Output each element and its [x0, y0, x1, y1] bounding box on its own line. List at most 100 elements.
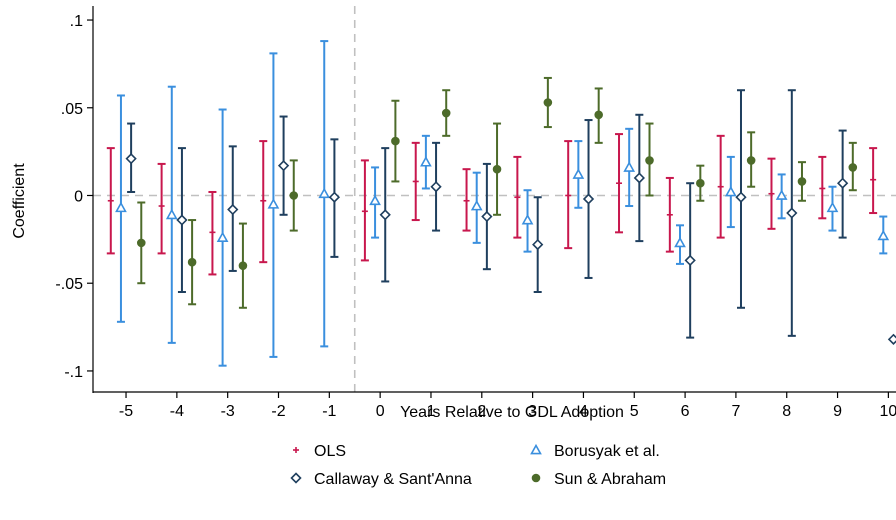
x-tick-label: 3: [528, 403, 537, 420]
point-estimate: [887, 333, 896, 345]
point-estimate: [136, 238, 146, 248]
point-estimate: [289, 191, 299, 200]
point-estimate: [430, 181, 442, 193]
point-estimate: [724, 185, 737, 197]
legend-marker: [293, 447, 299, 453]
point-estimate: [543, 98, 553, 107]
point-estimate: [786, 207, 798, 219]
point-estimate: [391, 136, 400, 146]
point-estimate: [674, 236, 686, 248]
point-estimate: [684, 254, 696, 267]
point-estimate: [379, 209, 391, 221]
point-estimate: [837, 177, 849, 189]
point-estimate: [260, 197, 267, 204]
point-estimate: [633, 172, 645, 184]
point-estimate: [797, 177, 807, 186]
legend-label: Sun & Abraham: [554, 471, 666, 488]
point-estimate: [412, 178, 419, 185]
point-estimate: [877, 229, 890, 241]
point-estimate: [125, 153, 137, 165]
point-estimate: [227, 203, 239, 216]
x-tick-label: 5: [630, 403, 639, 420]
x-axis-title: Years Relative to GDL Adoption: [400, 404, 624, 421]
series-callaway-sant-anna: [125, 89, 896, 345]
y-tick-label: 0: [74, 188, 83, 205]
point-estimate: [594, 110, 603, 120]
point-estimate: [463, 197, 470, 204]
point-estimate: [238, 261, 248, 270]
x-tick-label: 7: [731, 403, 740, 420]
x-tick-label: -5: [119, 403, 133, 420]
legend-marker: [290, 472, 302, 484]
point-estimate: [735, 191, 747, 203]
x-tick-label: 0: [376, 403, 385, 420]
point-estimate: [645, 156, 654, 165]
point-estimate: [870, 176, 877, 183]
point-estimate: [521, 213, 534, 225]
legend-item-callaway-sant-anna: Callaway & Sant'Anna: [290, 471, 472, 488]
point-estimate: [623, 161, 636, 172]
legend-item-ols: OLS: [293, 443, 346, 460]
x-tick-label: -4: [170, 403, 184, 420]
point-estimate: [582, 193, 595, 205]
legend-label: OLS: [314, 443, 346, 460]
point-estimate: [768, 190, 775, 197]
point-estimate: [158, 203, 165, 210]
x-tick-label: -3: [221, 403, 235, 420]
point-estimate: [176, 214, 188, 226]
y-tick-label: -.05: [55, 276, 83, 293]
point-estimate: [187, 257, 197, 267]
x-tick-label: 1: [427, 403, 436, 420]
point-estimate: [826, 201, 839, 213]
legend-label: Borusyak et al.: [554, 443, 660, 460]
point-estimate: [318, 187, 331, 199]
point-estimate: [481, 210, 493, 223]
point-estimate: [572, 168, 585, 179]
point-estimate: [514, 194, 521, 201]
x-tick-label: 10: [879, 403, 896, 420]
point-estimate: [369, 194, 381, 206]
point-estimate: [267, 198, 280, 209]
point-estimate: [819, 185, 826, 192]
legend-marker: [531, 473, 541, 483]
point-estimate: [420, 156, 432, 167]
point-estimate: [470, 199, 483, 211]
point-estimate: [696, 178, 705, 188]
point-estimate: [775, 189, 788, 200]
point-estimate: [666, 211, 673, 218]
x-tick-label: -2: [271, 403, 285, 420]
point-estimate: [328, 191, 341, 203]
point-estimate: [717, 183, 724, 190]
y-tick-label: .05: [61, 101, 83, 118]
x-tick-label: 8: [782, 403, 791, 420]
point-estimate: [848, 163, 858, 172]
point-estimate: [277, 160, 290, 172]
point-estimate: [209, 229, 216, 236]
x-tick-label: 9: [833, 403, 842, 420]
y-axis-title: Coefficient: [11, 163, 28, 239]
point-estimate: [492, 164, 502, 174]
point-estimate: [216, 231, 229, 242]
point-estimate: [565, 192, 572, 199]
point-estimate: [532, 238, 544, 251]
x-tick-label: -1: [322, 403, 336, 420]
point-estimate: [616, 180, 623, 187]
x-tick-label: 4: [579, 403, 588, 420]
y-tick-label: .1: [70, 13, 83, 30]
x-tick-label: 6: [681, 403, 690, 420]
point-estimate: [165, 208, 178, 220]
point-estimate: [115, 201, 127, 213]
x-tick-label: 2: [477, 403, 486, 420]
point-estimate: [361, 208, 368, 215]
y-tick-label: -.1: [64, 364, 83, 381]
legend-item-sun-abraham: Sun & Abraham: [531, 471, 666, 488]
point-estimate: [441, 108, 451, 118]
series-ols: [106, 133, 878, 276]
legend-item-borusyak-et-al: Borusyak et al.: [530, 443, 660, 460]
series-borusyak-et-al: [115, 40, 890, 367]
legend-marker: [530, 443, 542, 455]
axes: .1 .05 0 -.05 -.1 -5 -4 -3 -2 -1 0 1 2 3 4 5 6 7 8 9 10: [55, 6, 896, 420]
chart-marks: [106, 40, 896, 367]
series-sun-abraham: [136, 76, 858, 309]
